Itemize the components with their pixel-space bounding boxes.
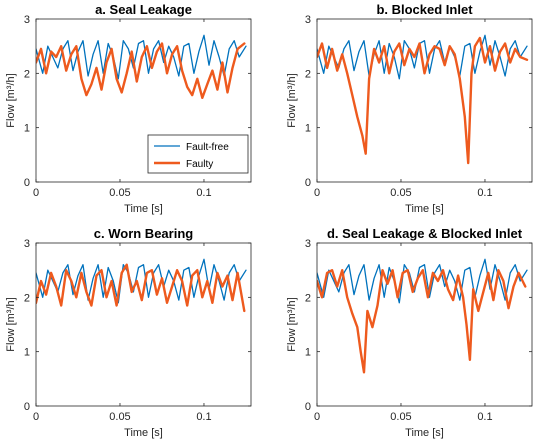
axes-frame [35, 18, 252, 183]
y-tick-label: 1 [24, 123, 30, 135]
x-tick-label: 0.05 [390, 411, 411, 423]
fault-free-series-line [36, 258, 247, 304]
x-tick-label: 0.1 [477, 187, 492, 199]
y-tick-label: 1 [305, 347, 311, 359]
x-tick-label: 0.05 [109, 187, 130, 199]
y-tick-label: 3 [305, 238, 311, 250]
faulty-series-line [36, 263, 246, 313]
y-tick-label: 2 [305, 68, 311, 80]
y-tick-label: 0 [305, 401, 311, 413]
y-axis-label: Flow [m³/h] [5, 73, 17, 127]
legend-label: Fault-free [186, 142, 229, 153]
y-axis-label: Flow [m³/h] [286, 73, 298, 127]
x-tick-label: 0.1 [477, 411, 492, 423]
panel-title: c. Worn Bearing [94, 226, 194, 241]
x-axis-label: Time [s] [124, 427, 163, 439]
axes-frame [316, 242, 533, 407]
panel-3: 0 0.05 0.1 0 1 2 3 c. Worn Bearing Time [s] Flow … [5, 226, 252, 439]
y-tick-label: 2 [24, 68, 30, 80]
fault-free-series-line [317, 34, 528, 80]
y-tick-label: 1 [24, 347, 30, 359]
x-tick-label: 0.05 [390, 187, 411, 199]
x-tick-label: 0.1 [196, 187, 211, 199]
y-tick-label: 0 [24, 401, 30, 413]
axes-frame [35, 242, 252, 407]
fault-free-series-line [36, 34, 247, 80]
x-tick-label: 0.05 [109, 411, 130, 423]
y-tick-label: 3 [24, 14, 30, 26]
series-group [317, 258, 528, 374]
panel-title: b. Blocked Inlet [376, 2, 473, 17]
faulty-series-line [36, 42, 246, 99]
y-tick-label: 3 [305, 14, 311, 26]
x-axis-label: Time [s] [405, 427, 444, 439]
panel-title: a. Seal Leakage [95, 2, 192, 17]
y-tick-label: 3 [24, 238, 30, 250]
y-tick-label: 0 [305, 177, 311, 189]
y-tick-label: 1 [305, 123, 311, 135]
panel-4: 0 0.05 0.1 0 1 2 3 d. Seal Leakage & Blocked In… [286, 226, 533, 439]
y-axis-label: Flow [m³/h] [286, 297, 298, 351]
series-group [36, 34, 247, 99]
legend: Fault-free Faulty [147, 134, 249, 174]
x-tick-label: 0.1 [196, 411, 211, 423]
axes-frame [316, 18, 533, 183]
x-tick-label: 0 [314, 411, 320, 423]
legend-label: Faulty [186, 159, 213, 170]
x-axis-label: Time [s] [405, 203, 444, 215]
y-axis-label: Flow [m³/h] [5, 297, 17, 351]
y-tick-label: 2 [24, 292, 30, 304]
series-group [36, 258, 247, 313]
x-tick-label: 0 [314, 187, 320, 199]
faulty-series-line [317, 269, 527, 374]
legend-box [147, 134, 249, 174]
panel-2: 0 0.05 0.1 0 1 2 3 b. Blocked Inlet Time [s] Flow… [286, 2, 533, 215]
panel-title: d. Seal Leakage & Blocked Inlet [327, 226, 523, 241]
y-tick-label: 2 [305, 292, 311, 304]
y-tick-label: 0 [24, 177, 30, 189]
faulty-series-line [317, 36, 529, 165]
x-tick-label: 0 [33, 187, 39, 199]
series-group [317, 34, 529, 165]
panel-1: 0 0.05 0.1 0 1 2 3 a. Seal Leakage Time [s] Flow … [5, 2, 252, 215]
x-tick-label: 0 [33, 411, 39, 423]
x-axis-label: Time [s] [124, 203, 163, 215]
